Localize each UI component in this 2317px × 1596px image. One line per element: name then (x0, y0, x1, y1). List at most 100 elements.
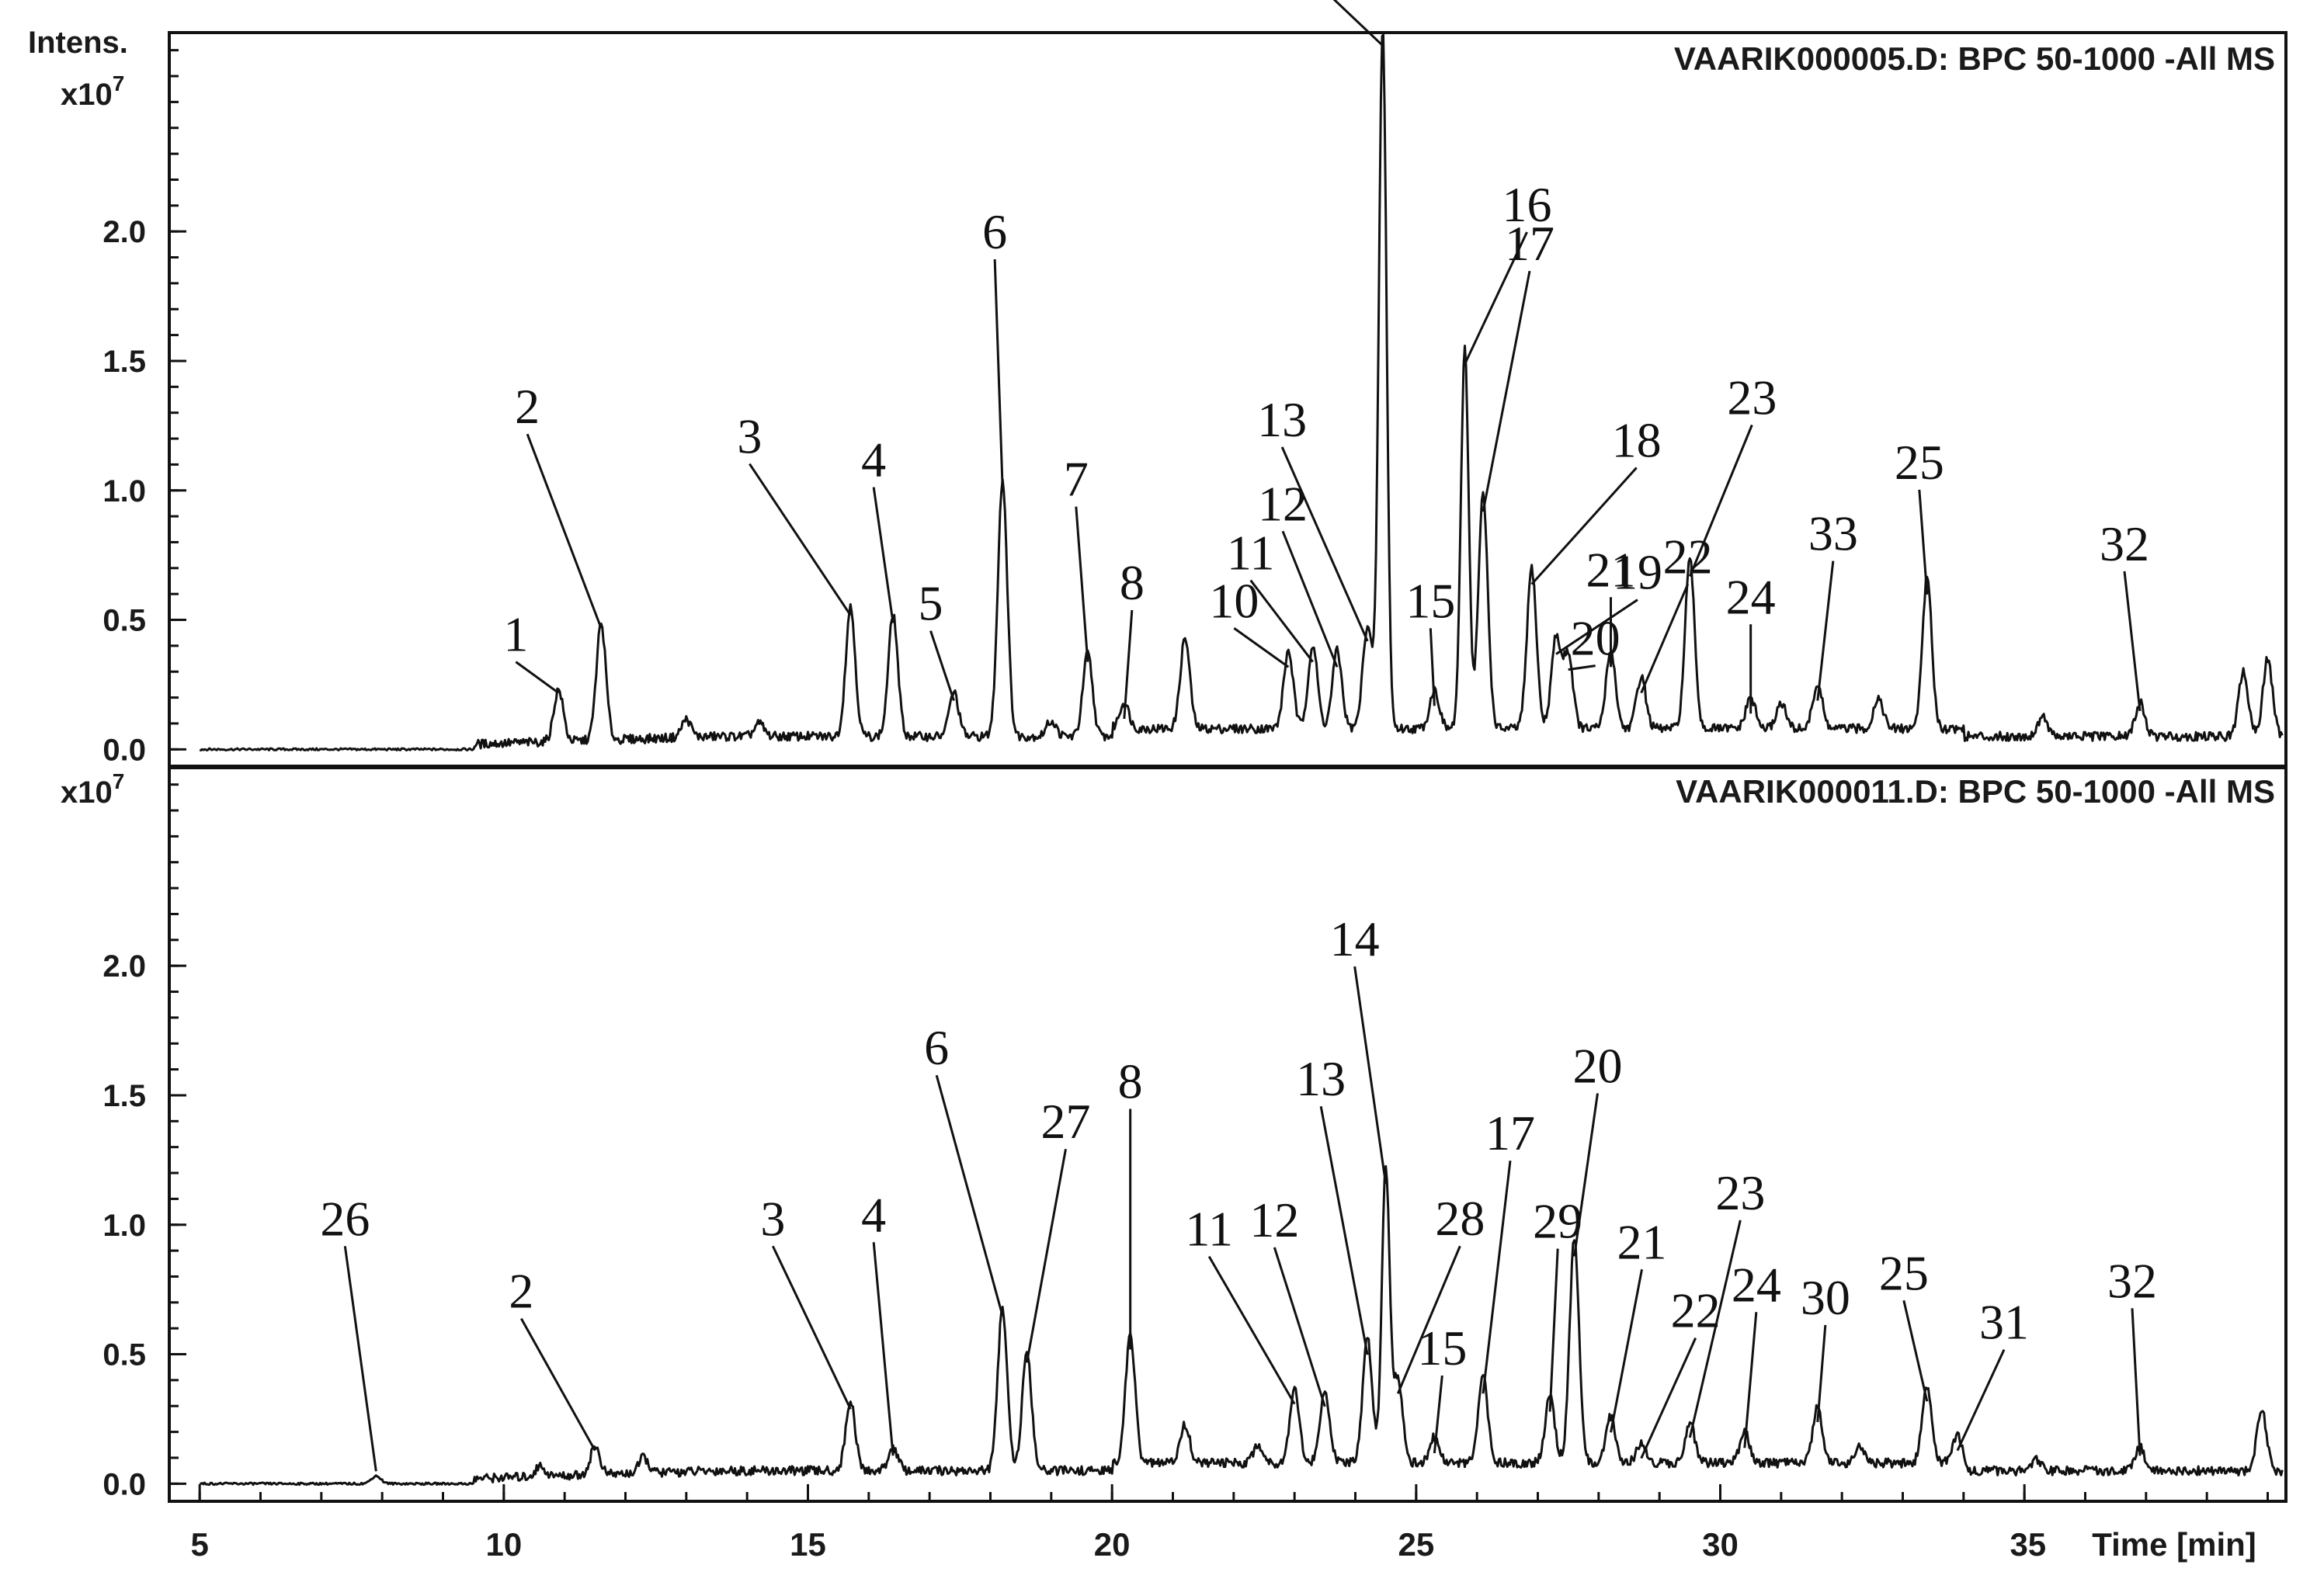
peak-leader-line (343, 1246, 377, 1472)
peak-label: 32 (2107, 1253, 2157, 1308)
y-tick-label: 1.5 (102, 1079, 146, 1113)
peak-label: 17 (1485, 1105, 1535, 1161)
peak-label: 23 (1715, 1165, 1765, 1220)
peak-label: 15 (1417, 1320, 1467, 1376)
peak-leader-line (1353, 966, 1388, 1185)
peak-label: 7 (1064, 452, 1089, 507)
peak-leader-line (929, 630, 955, 702)
x-tick-label: 5 (190, 1526, 208, 1563)
peak-leader-line (1464, 231, 1528, 365)
peak-label: 2 (509, 1264, 533, 1319)
bottom-chromatogram-trace (200, 1164, 2284, 1487)
peak-label: 25 (1879, 1245, 1929, 1300)
peak-label: 24 (1732, 1257, 1781, 1312)
peak-leader-line (520, 1317, 596, 1452)
peak-label: 22 (1671, 1283, 1721, 1338)
x-tick-label: 30 (1702, 1526, 1739, 1563)
y-tick-label: 0.5 (102, 604, 146, 638)
peak-leader-line (1555, 598, 1638, 655)
peak-leader-line (1026, 1148, 1067, 1363)
traces-layer (199, 0, 2284, 1487)
peak-label: 1 (503, 607, 528, 662)
y-tick-label: 0.5 (102, 1338, 146, 1372)
x-tick-label: 15 (790, 1526, 826, 1563)
peak-label: 28 (1435, 1191, 1485, 1246)
peak-leader-line (1688, 1220, 1742, 1438)
peak-leader-line (1280, 446, 1369, 642)
peak-label: 17 (1505, 216, 1555, 271)
peak-label: 26 (320, 1191, 370, 1246)
peak-label: 13 (1257, 392, 1307, 447)
peak-label: 14 (1330, 911, 1380, 966)
peak-leader-line (1816, 1324, 1827, 1423)
peak-label: 8 (1118, 1054, 1143, 1109)
peak-label: 10 (1209, 573, 1259, 628)
peak-label: 24 (1726, 569, 1776, 624)
peak-leader-line (872, 487, 894, 623)
peak-leader-line (1281, 530, 1339, 668)
peak-label: 18 (1612, 413, 1662, 468)
peak-leader-line (1610, 1268, 1643, 1433)
y-tick-label: 1.5 (102, 345, 146, 379)
peak-label: 21 (1617, 1214, 1667, 1269)
peak-label: 2 (515, 379, 540, 434)
top-y-unit-base: x10 (61, 78, 113, 112)
peak-leader-line (1743, 1312, 1758, 1449)
peak-leader-line (1568, 664, 1596, 671)
peak-leader-line (1482, 1161, 1512, 1394)
x-tick-label: 20 (1094, 1526, 1131, 1563)
peak-leader-line (1123, 609, 1134, 720)
peak-label: 12 (1249, 1192, 1299, 1247)
peak-label: 3 (760, 1191, 785, 1246)
peak-label: 11 (1185, 1202, 1233, 1257)
peak-label: 27 (1041, 1094, 1091, 1149)
x-tick-label: 25 (1398, 1526, 1434, 1563)
peak-leader-line (1640, 584, 1690, 694)
peak-label: 5 (919, 576, 943, 631)
peak-label: 20 (1573, 1038, 1623, 1093)
peak-label: 22 (1663, 529, 1713, 585)
peak-label: 4 (861, 1187, 886, 1242)
peak-leader-line (1075, 506, 1089, 662)
peak-label: 6 (982, 204, 1007, 259)
peak-leader-line (749, 463, 852, 616)
peak-leader-line (872, 1242, 894, 1456)
peak-leader-line (1233, 627, 1290, 668)
axes-layer: 0.00.51.01.52.00.00.51.01.52.05 10 15 20 25 3… (102, 49, 2269, 1563)
peak-label: 4 (861, 432, 886, 487)
peak-label: 6 (924, 1020, 949, 1075)
bottom-y-unit: x107 (61, 769, 124, 810)
peak-leader-line (2131, 1308, 2142, 1456)
peak-label: 29 (1533, 1194, 1582, 1249)
peak-label: 20 (1571, 611, 1621, 666)
top-y-unit-exp: 7 (113, 71, 125, 95)
peak-label: 3 (737, 409, 762, 464)
y-tick-label: 1.0 (102, 1209, 146, 1243)
bottom-y-unit-base: x10 (61, 775, 113, 810)
y-tick-label: 2.0 (102, 949, 146, 984)
peak-label: 25 (1895, 435, 1944, 490)
bottom-y-unit-exp: 7 (113, 769, 125, 793)
y-axis-label: Intens. (28, 26, 128, 60)
y-tick-label: 1.0 (102, 474, 146, 508)
peak-leader-line (993, 259, 1004, 489)
peak-leader-line (1319, 1105, 1369, 1355)
peak-leader-line (1688, 424, 1753, 578)
peak-leader-line (515, 661, 560, 694)
peak-label: 32 (2100, 516, 2149, 571)
peak-label: 19 (1613, 545, 1662, 600)
peak-leader-line (1332, 0, 1384, 47)
peak-leader-line (771, 1245, 852, 1410)
peak-leader-line (1548, 1248, 1559, 1412)
peak-label: 16 (1502, 177, 1552, 232)
peak-leader-line (1207, 1255, 1296, 1405)
peak-leader-line (1396, 1245, 1461, 1394)
peak-label: 11 (1227, 526, 1275, 581)
peak-leader-line (1918, 489, 1929, 595)
x-axis-label: Time [min] (2092, 1526, 2256, 1563)
bottom-panel-title: VAARIK000011.D: BPC 50-1000 -All MS (1676, 773, 2275, 810)
peak-leader-line (526, 433, 603, 629)
peak-label: 33 (1808, 506, 1858, 561)
y-tick-label: 0.0 (102, 733, 146, 767)
